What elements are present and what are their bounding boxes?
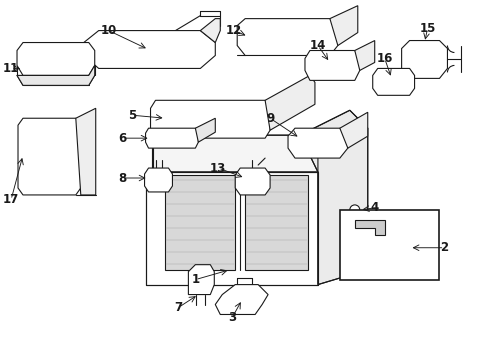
- Polygon shape: [372, 68, 414, 95]
- Text: 16: 16: [376, 52, 392, 65]
- Polygon shape: [165, 175, 235, 270]
- Text: 14: 14: [309, 39, 325, 52]
- Circle shape: [130, 32, 166, 67]
- Polygon shape: [17, 66, 95, 85]
- Polygon shape: [83, 31, 215, 68]
- Polygon shape: [305, 50, 359, 80]
- Text: 13: 13: [210, 162, 226, 175]
- Polygon shape: [287, 128, 347, 158]
- Polygon shape: [145, 128, 198, 148]
- Text: 9: 9: [265, 112, 274, 125]
- Polygon shape: [150, 100, 269, 138]
- Polygon shape: [145, 172, 317, 285]
- Text: 11: 11: [3, 62, 19, 75]
- Polygon shape: [354, 220, 384, 235]
- Polygon shape: [244, 175, 307, 270]
- Text: 5: 5: [128, 109, 137, 122]
- Polygon shape: [235, 168, 269, 195]
- Polygon shape: [17, 42, 95, 75]
- Polygon shape: [237, 19, 337, 55]
- Polygon shape: [354, 41, 374, 71]
- Text: 17: 17: [3, 193, 19, 206]
- Polygon shape: [18, 118, 81, 195]
- Text: 8: 8: [118, 171, 126, 185]
- Text: 3: 3: [228, 311, 236, 324]
- Polygon shape: [339, 210, 439, 280]
- Polygon shape: [188, 265, 214, 294]
- Circle shape: [349, 205, 359, 215]
- Polygon shape: [299, 110, 367, 285]
- Polygon shape: [339, 112, 367, 148]
- Polygon shape: [76, 108, 96, 195]
- Circle shape: [409, 45, 439, 75]
- Polygon shape: [401, 41, 447, 78]
- Polygon shape: [144, 168, 172, 192]
- Text: 15: 15: [419, 22, 435, 35]
- Circle shape: [402, 241, 416, 255]
- Text: 2: 2: [440, 241, 447, 254]
- Text: 4: 4: [370, 201, 378, 215]
- Polygon shape: [329, 6, 357, 45]
- Polygon shape: [152, 135, 317, 172]
- Text: 10: 10: [101, 24, 117, 37]
- Text: 6: 6: [118, 132, 126, 145]
- Polygon shape: [264, 75, 314, 130]
- Circle shape: [354, 241, 360, 247]
- Polygon shape: [200, 19, 220, 42]
- Text: 7: 7: [174, 301, 182, 314]
- Polygon shape: [195, 118, 215, 142]
- Polygon shape: [215, 285, 267, 315]
- Text: 12: 12: [225, 24, 242, 37]
- Text: 1: 1: [191, 273, 199, 286]
